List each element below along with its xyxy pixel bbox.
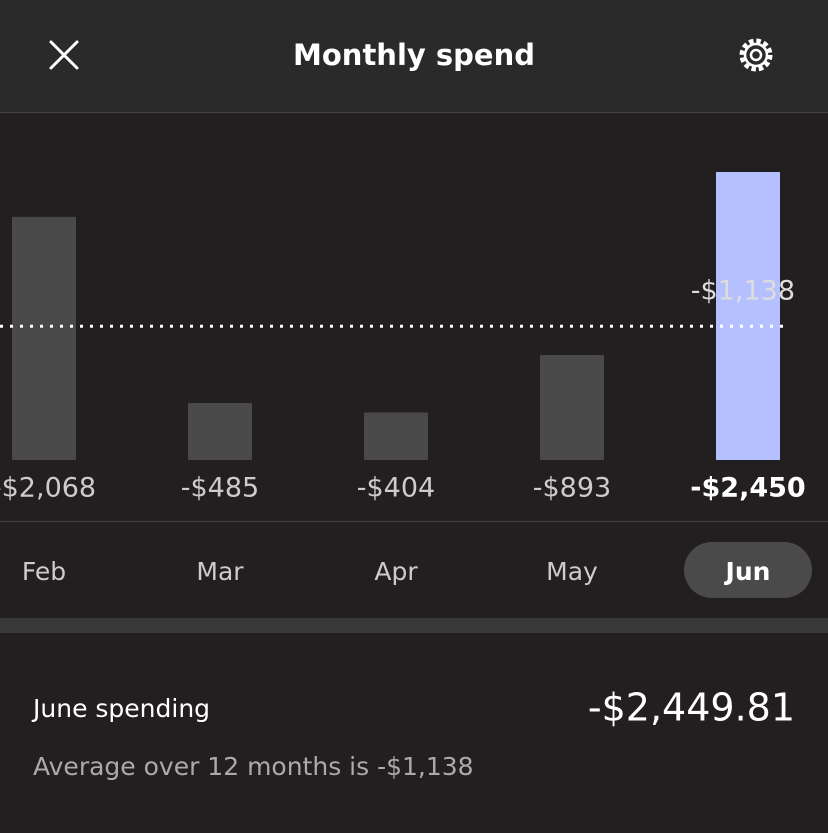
summary-label: June spending (31, 694, 210, 723)
title: Monthly spend (293, 38, 535, 72)
header-bg (0, 0, 828, 112)
month-tab[interactable]: Feb (22, 557, 66, 586)
chart: -$2,068 Feb -$485 Mar -$404 Apr -$893 May -$2,45… (0, 172, 812, 598)
settings-button[interactable] (739, 38, 773, 72)
bar (716, 172, 780, 460)
section-divider (0, 618, 828, 633)
bar (540, 355, 604, 460)
month-tab[interactable]: Jun (724, 557, 771, 586)
bar (12, 216, 76, 460)
month-tab[interactable]: May (546, 557, 598, 586)
summary-amount: -$2,449.81 (588, 686, 795, 730)
summary-note: Average over 12 months is -$1,138 (33, 752, 474, 781)
value-label: -$2,068 (0, 473, 96, 504)
bar (364, 412, 428, 460)
month-tab[interactable]: Apr (374, 557, 418, 586)
bar (188, 402, 252, 460)
close-button[interactable] (49, 40, 79, 70)
value-label: -$485 (181, 473, 259, 504)
value-label: -$893 (533, 473, 611, 504)
selected-tab[interactable] (684, 542, 812, 598)
value-label: -$404 (357, 473, 435, 504)
month-tab[interactable]: Mar (196, 557, 244, 586)
value-label: -$2,450 (690, 473, 805, 504)
average-label: -$1,138 (691, 276, 795, 307)
